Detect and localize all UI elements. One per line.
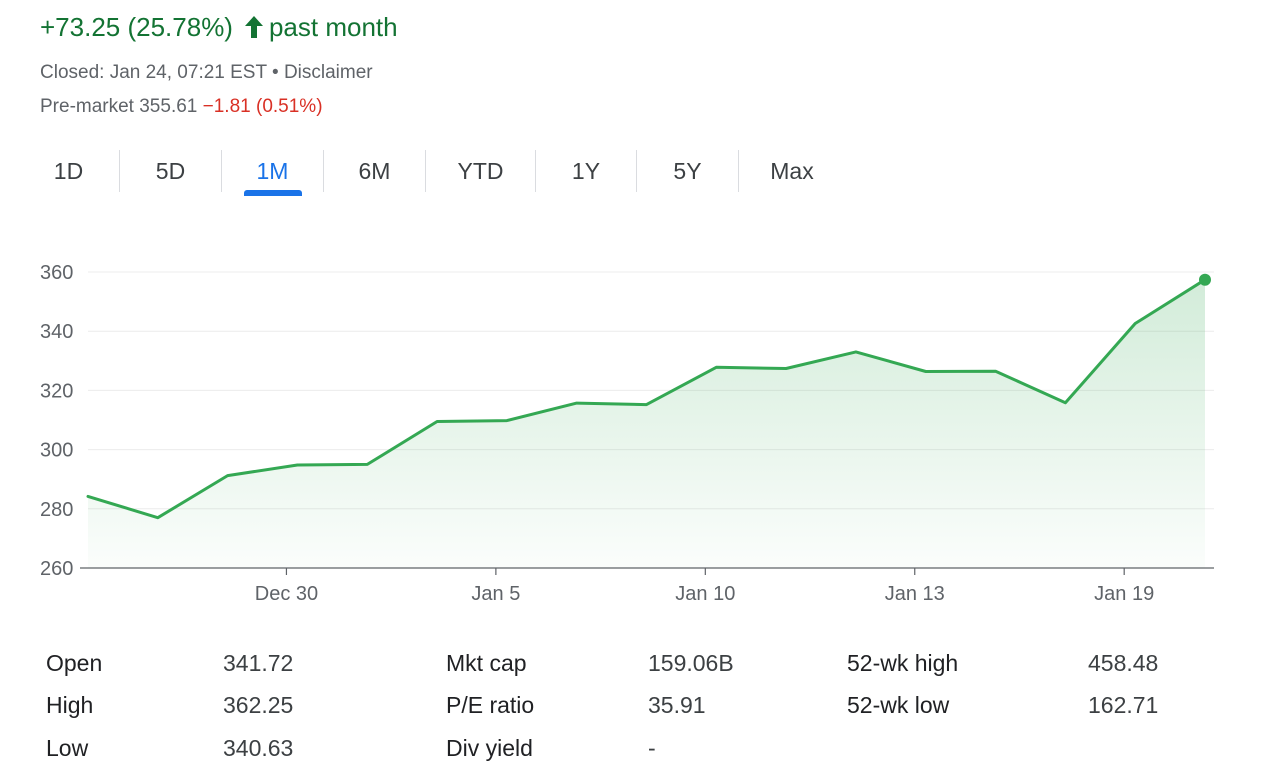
period-label: past month bbox=[268, 11, 398, 42]
tab-divider bbox=[738, 150, 739, 192]
tab-max[interactable]: Max bbox=[770, 158, 814, 184]
data-point bbox=[226, 474, 230, 478]
disclaimer-link[interactable]: Disclaimer bbox=[283, 62, 373, 83]
stat-value-mkt-cap: 159.06B bbox=[648, 650, 734, 676]
stat-label-high: High bbox=[46, 692, 94, 718]
data-point bbox=[505, 419, 509, 423]
x-tick-label: Dec 30 bbox=[255, 583, 318, 605]
tab-divider bbox=[535, 150, 536, 192]
data-point bbox=[435, 419, 439, 423]
data-point bbox=[295, 463, 299, 467]
stat-value-div-yield: - bbox=[648, 735, 656, 761]
data-point bbox=[854, 350, 858, 354]
y-tick-label: 280 bbox=[40, 499, 73, 521]
tab-divider bbox=[636, 150, 637, 192]
data-point bbox=[86, 494, 90, 498]
x-tick-label: Jan 10 bbox=[675, 583, 735, 605]
y-tick-label: 360 bbox=[40, 262, 73, 284]
stat-label-mkt-cap: Mkt cap bbox=[446, 650, 527, 676]
price-change-line: +73.25 (25.78%) past month bbox=[40, 10, 398, 44]
tab-divider bbox=[425, 150, 426, 192]
tab-divider bbox=[323, 150, 324, 192]
tab-1d[interactable]: 1D bbox=[53, 158, 84, 184]
premarket-price: Pre-market 355.61 bbox=[40, 96, 203, 117]
y-tick-label: 300 bbox=[40, 440, 73, 462]
data-point bbox=[645, 403, 649, 407]
tab-1m[interactable]: 1M bbox=[222, 146, 323, 198]
data-point bbox=[1133, 322, 1137, 326]
tab-1y[interactable]: 1Y bbox=[571, 158, 601, 184]
stat-label-open: Open bbox=[46, 650, 103, 676]
x-tick-label: Jan 5 bbox=[471, 583, 520, 605]
x-tick-label: Jan 19 bbox=[1094, 583, 1154, 605]
y-tick-label: 260 bbox=[40, 558, 73, 580]
premarket-change: −1.81 (0.51%) bbox=[202, 96, 323, 117]
data-point bbox=[714, 365, 718, 369]
data-point bbox=[365, 462, 369, 466]
tab-ytd[interactable]: YTD bbox=[457, 158, 504, 184]
price-area bbox=[88, 279, 1205, 568]
data-point bbox=[784, 366, 788, 370]
price-chart[interactable]: 260 280 300 320 340 360 Dec 30 Jan 5 Jan 10 Jan 1… bbox=[0, 230, 1272, 620]
x-tick-label: Jan 13 bbox=[885, 583, 945, 605]
stat-label-52wk-low: 52-wk low bbox=[847, 692, 950, 718]
data-point bbox=[575, 401, 579, 405]
data-point bbox=[924, 369, 928, 373]
stat-value-52wk-low: 162.71 bbox=[1088, 692, 1159, 718]
stat-value-open: 341.72 bbox=[223, 650, 294, 676]
stat-value-pe-ratio: 35.91 bbox=[648, 692, 706, 718]
premarket-info: Pre-market 355.61 −1.81 (0.51%) bbox=[40, 96, 323, 118]
y-tick-label: 320 bbox=[40, 380, 73, 402]
tab-6m[interactable]: 6M bbox=[358, 158, 391, 184]
stat-label-pe-ratio: P/E ratio bbox=[446, 692, 535, 718]
stat-value-high: 362.25 bbox=[223, 692, 294, 718]
price-change-value: +73.25 (25.78%) bbox=[40, 11, 233, 42]
stat-value-52wk-high: 458.48 bbox=[1088, 650, 1159, 676]
stat-label-low: Low bbox=[46, 735, 89, 761]
data-point bbox=[156, 516, 160, 520]
tab-5y[interactable]: 5Y bbox=[673, 158, 702, 184]
last-price-dot bbox=[1199, 273, 1211, 286]
stat-label-div-yield: Div yield bbox=[446, 735, 533, 761]
arrow-up-icon bbox=[243, 13, 265, 41]
y-tick-label: 340 bbox=[40, 321, 73, 343]
tab-5d[interactable]: 5D bbox=[155, 158, 186, 184]
stat-label-52wk-high: 52-wk high bbox=[847, 650, 959, 676]
market-status: Closed: Jan 24, 07:21 EST • Disclaimer bbox=[40, 62, 373, 84]
stat-value-low: 340.63 bbox=[223, 735, 294, 761]
price-line bbox=[86, 278, 1207, 520]
data-point bbox=[1063, 401, 1067, 405]
data-point bbox=[994, 369, 998, 373]
tab-divider bbox=[119, 150, 120, 192]
closed-text: Closed: Jan 24, 07:21 EST • bbox=[40, 62, 284, 83]
range-tabs: 1D 5D 1M 6M YTD 1Y 5Y Max bbox=[18, 146, 845, 198]
